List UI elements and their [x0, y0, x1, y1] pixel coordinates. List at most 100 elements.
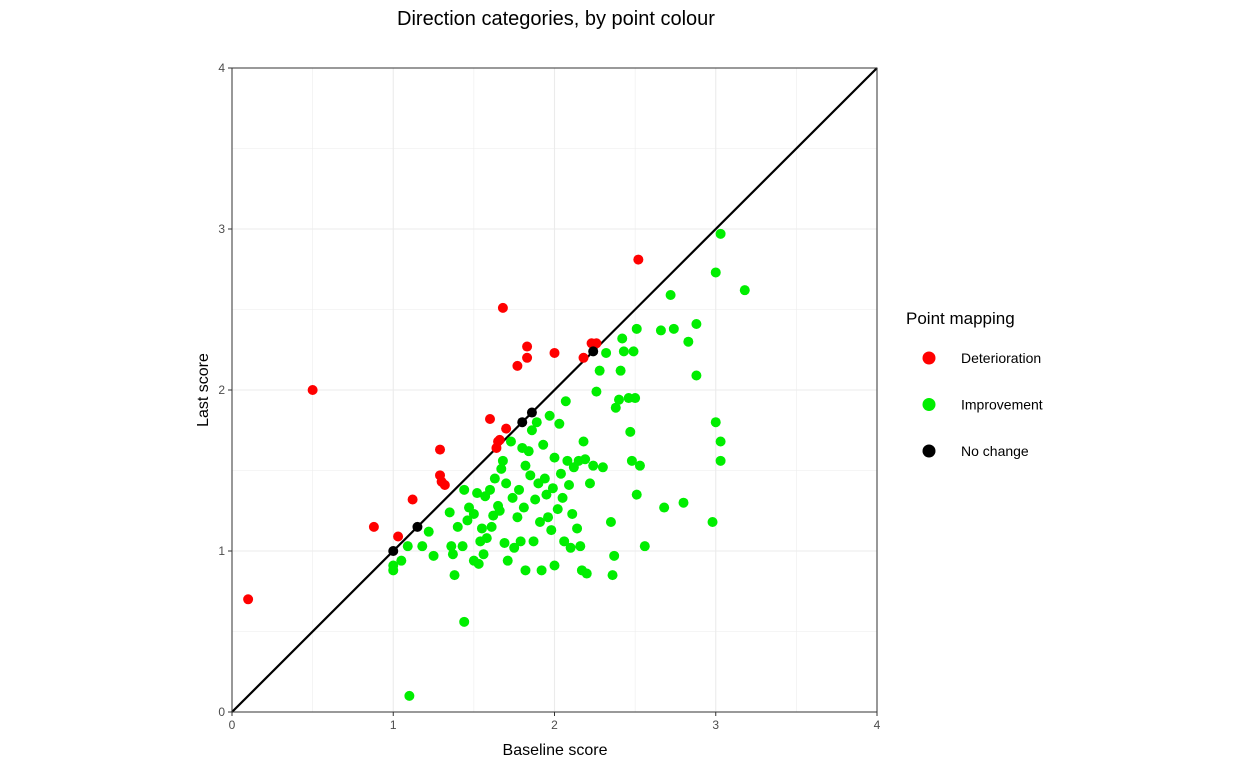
y-axis-title: Last score: [195, 353, 212, 427]
data-points: [243, 228, 750, 701]
point-improvement: [499, 537, 510, 548]
point-deterioration: [501, 423, 512, 434]
point-improvement: [417, 541, 428, 552]
point-improvement: [554, 418, 565, 429]
point-improvement: [459, 616, 470, 627]
point-improvement: [665, 290, 676, 301]
point-deterioration: [522, 352, 533, 363]
point-improvement: [452, 521, 463, 532]
point-no-change: [412, 521, 423, 532]
point-improvement: [655, 325, 666, 336]
point-improvement: [605, 517, 616, 528]
x-tick-label: 3: [712, 718, 719, 732]
legend-label: Improvement: [961, 397, 1043, 413]
legend-key-improvement: [922, 398, 936, 411]
point-improvement: [514, 484, 525, 495]
point-improvement: [549, 452, 560, 463]
point-improvement: [404, 690, 415, 701]
point-improvement: [428, 550, 439, 561]
point-deterioration: [485, 413, 495, 424]
point-deterioration: [522, 341, 533, 352]
y-tick-label: 3: [218, 222, 225, 236]
x-tick-label: 4: [874, 718, 881, 732]
chart-title: Direction categories, by point colour: [397, 8, 715, 30]
point-deterioration: [407, 494, 418, 505]
identity-reference-line: [231, 67, 878, 713]
point-improvement: [536, 565, 547, 576]
point-improvement: [564, 479, 575, 490]
point-improvement: [476, 523, 487, 534]
x-axis-title: Baseline score: [503, 742, 608, 759]
point-deterioration: [393, 531, 404, 542]
point-improvement: [520, 565, 531, 576]
point-improvement: [739, 285, 750, 296]
point-improvement: [489, 473, 500, 484]
point-improvement: [530, 494, 541, 505]
point-improvement: [618, 346, 629, 357]
point-improvement: [634, 460, 645, 471]
point-improvement: [457, 541, 468, 552]
point-improvement: [528, 536, 539, 547]
point-improvement: [526, 425, 537, 436]
point-improvement: [468, 508, 479, 519]
point-no-change: [517, 417, 528, 428]
point-improvement: [715, 455, 726, 466]
point-improvement: [609, 550, 620, 561]
point-improvement: [402, 541, 413, 552]
point-improvement: [486, 521, 497, 532]
point-improvement: [462, 515, 473, 526]
point-improvement: [543, 512, 554, 523]
point-improvement: [496, 463, 507, 474]
point-improvement: [547, 483, 558, 494]
point-improvement: [560, 396, 571, 407]
point-improvement: [552, 504, 563, 515]
point-improvement: [473, 558, 484, 569]
point-improvement: [549, 560, 560, 571]
point-improvement: [472, 488, 483, 499]
point-improvement: [615, 365, 626, 376]
point-improvement: [396, 555, 407, 566]
point-improvement: [447, 549, 458, 560]
point-improvement: [507, 492, 518, 503]
point-improvement: [538, 439, 549, 450]
y-tick-label: 4: [218, 61, 225, 75]
point-improvement: [546, 525, 557, 536]
y-tick-label: 0: [218, 705, 225, 719]
point-deterioration: [494, 434, 505, 445]
point-improvement: [541, 489, 552, 500]
point-improvement: [449, 570, 460, 581]
y-tick-label: 1: [218, 544, 225, 558]
point-improvement: [446, 541, 457, 552]
point-improvement: [559, 536, 570, 547]
legend-label: Deterioration: [961, 350, 1041, 366]
point-improvement: [478, 549, 489, 560]
point-improvement: [501, 478, 512, 489]
point-improvement: [691, 370, 702, 381]
point-deterioration: [497, 302, 508, 313]
point-improvement: [567, 508, 578, 519]
point-improvement: [588, 460, 599, 471]
point-deterioration: [368, 521, 379, 532]
point-improvement: [617, 333, 628, 344]
point-deterioration: [633, 254, 644, 265]
point-deterioration: [243, 594, 254, 605]
point-no-change: [588, 346, 599, 357]
y-tick-label: 2: [218, 383, 225, 397]
point-deterioration: [512, 360, 523, 371]
legend: Point mapping Deterioration Improvement No…: [906, 309, 1043, 459]
point-improvement: [459, 484, 470, 495]
point-improvement: [494, 505, 505, 516]
point-improvement: [594, 365, 605, 376]
x-axis: 0 1 2 3 4: [229, 712, 881, 732]
legend-label: No change: [961, 443, 1029, 459]
x-tick-label: 2: [551, 718, 558, 732]
point-improvement: [715, 228, 726, 239]
point-improvement: [631, 323, 642, 334]
point-improvement: [715, 436, 726, 447]
point-improvement: [710, 267, 721, 278]
point-improvement: [520, 460, 531, 471]
point-improvement: [423, 526, 434, 537]
point-improvement: [518, 502, 529, 513]
point-no-change: [526, 407, 537, 418]
point-improvement: [601, 347, 612, 358]
